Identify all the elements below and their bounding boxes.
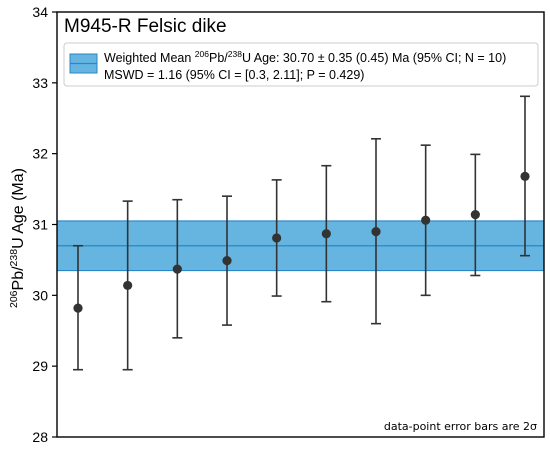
- data-point-1: [73, 303, 83, 313]
- legend-line-2: MSWD = 1.16 (95% CI = [0.3, 2.11]; P = 0…: [104, 68, 364, 82]
- data-point-6: [321, 229, 331, 239]
- legend: Weighted Mean 206Pb/238U Age: 30.70 ± 0.…: [63, 42, 539, 87]
- legend-line-1-text-c: U Age: 30.70 ± 0.35 (0.45) Ma (95% CI; N…: [242, 51, 506, 65]
- data-point-10: [520, 171, 530, 181]
- data-point-9: [470, 209, 480, 220]
- y-axis-ticks: 28 29 30 31 32 33 34: [32, 4, 57, 445]
- data-point-7: [371, 226, 381, 237]
- data-points: [73, 95, 530, 371]
- y-axis-label-text-a: Pb/: [10, 266, 27, 291]
- y-tick-label-30: 30: [32, 287, 48, 303]
- legend-line-1-text-b: Pb/: [209, 51, 228, 65]
- y-axis-label: 206Pb/238U Age (Ma): [8, 168, 27, 308]
- legend-swatch: [69, 53, 98, 74]
- y-axis-label-text-b: U Age (Ma): [10, 168, 27, 249]
- legend-line-1-text-a: Weighted Mean: [104, 51, 195, 65]
- y-tick-label-32: 32: [32, 146, 48, 162]
- legend-line-1-sup-206: 206: [195, 49, 209, 59]
- data-point-4: [222, 256, 232, 266]
- error-bar-annotation: data-point error bars are 2σ: [384, 420, 537, 433]
- data-point-5: [272, 233, 282, 243]
- y-axis-label-sup-206: 206: [8, 290, 20, 308]
- y-tick-label-29: 29: [32, 358, 48, 374]
- y-tick-label-33: 33: [32, 75, 48, 91]
- plot-frame: [56, 11, 545, 438]
- legend-box: [63, 42, 539, 87]
- y-tick-label-31: 31: [32, 217, 48, 233]
- y-tick-label-34: 34: [32, 4, 48, 20]
- data-point-3: [172, 264, 182, 274]
- y-axis-label-sup-238: 238: [8, 249, 20, 267]
- data-point-8: [421, 215, 431, 225]
- legend-line-1: Weighted Mean 206Pb/238U Age: 30.70 ± 0.…: [104, 49, 506, 65]
- y-tick-label-28: 28: [32, 429, 48, 445]
- data-point-2: [123, 280, 133, 291]
- chart-title: M945-R Felsic dike: [64, 16, 227, 37]
- legend-line-1-sup-238: 238: [228, 49, 242, 59]
